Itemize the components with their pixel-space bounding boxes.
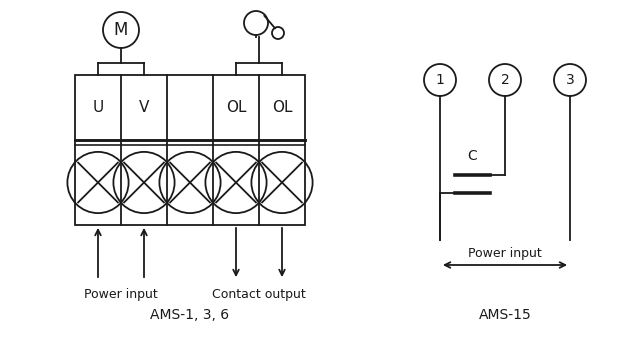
Text: AMS-15: AMS-15: [479, 308, 532, 322]
Text: Contact output: Contact output: [212, 288, 306, 301]
Text: 2: 2: [501, 73, 509, 87]
Bar: [75, 75, 305, 225]
Text: Power input: Power input: [84, 288, 158, 301]
Text: M: M: [114, 21, 128, 39]
Text: Power input: Power input: [468, 247, 542, 260]
Text: 1: 1: [435, 73, 444, 87]
Text: V: V: [139, 100, 149, 115]
Text: 3: 3: [566, 73, 575, 87]
Text: U: U: [92, 100, 103, 115]
Text: AMS-1, 3, 6: AMS-1, 3, 6: [150, 308, 230, 322]
Text: OL: OL: [226, 100, 247, 115]
Text: OL: OL: [272, 100, 292, 115]
Text: C: C: [467, 149, 478, 163]
